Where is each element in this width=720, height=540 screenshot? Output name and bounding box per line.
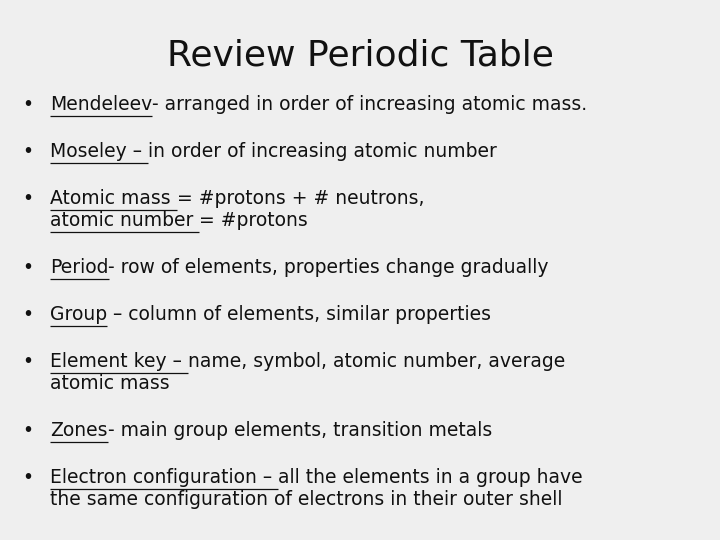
Text: – column of elements, similar properties: – column of elements, similar properties [107,305,491,324]
Text: the same configuration of electrons in their outer shell: the same configuration of electrons in t… [50,490,562,509]
Text: - main group elements, transition metals: - main group elements, transition metals [107,421,492,440]
Text: name, symbol, atomic number, average: name, symbol, atomic number, average [188,352,565,371]
Text: - arranged in order of increasing atomic mass.: - arranged in order of increasing atomic… [152,95,588,114]
Text: all the elements in a group have: all the elements in a group have [278,468,582,487]
Text: Electron configuration –: Electron configuration – [50,468,278,487]
Text: atomic mass: atomic mass [50,374,170,393]
Text: atomic number: atomic number [50,211,199,230]
Text: •: • [22,352,34,371]
Text: Period: Period [50,258,109,277]
Text: •: • [22,305,34,324]
Text: Atomic mass: Atomic mass [50,189,176,208]
Text: = #protons: = #protons [199,211,308,230]
Text: •: • [22,468,34,487]
Text: •: • [22,142,34,161]
Text: Moseley –: Moseley – [50,142,148,161]
Text: •: • [22,421,34,440]
Text: Element key –: Element key – [50,352,188,371]
Text: •: • [22,189,34,208]
Text: Review Periodic Table: Review Periodic Table [166,38,554,72]
Text: - row of elements, properties change gradually: - row of elements, properties change gra… [109,258,549,277]
Text: •: • [22,258,34,277]
Text: Group: Group [50,305,107,324]
Text: •: • [22,95,34,114]
Text: Mendeleev: Mendeleev [50,95,152,114]
Text: = #protons + # neutrons,: = #protons + # neutrons, [176,189,424,208]
Text: Zones: Zones [50,421,107,440]
Text: in order of increasing atomic number: in order of increasing atomic number [148,142,497,161]
